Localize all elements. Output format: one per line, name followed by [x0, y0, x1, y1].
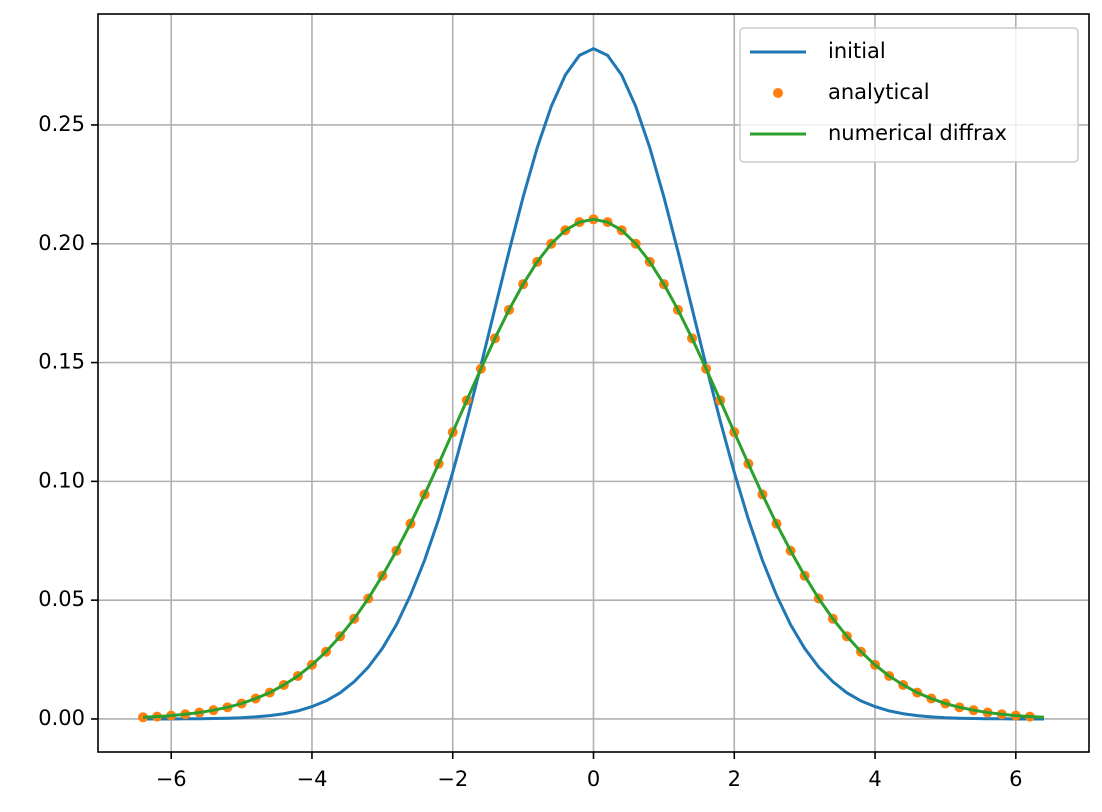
series-line — [142, 217, 1045, 719]
data-point — [138, 712, 149, 723]
y-tick-label: 0.05 — [38, 587, 85, 611]
legend-marker — [773, 88, 783, 98]
series-line — [143, 47, 1044, 721]
legend-label: initial — [828, 39, 886, 63]
legend-label: numerical diffrax — [828, 121, 1007, 145]
x-tick-label: 2 — [728, 767, 741, 791]
y-tick-label: 0.20 — [38, 231, 85, 255]
x-tick-label: −4 — [296, 767, 327, 791]
y-tick-label: 0.10 — [38, 468, 85, 492]
legend-label: analytical — [828, 80, 930, 104]
x-tick-label: −2 — [437, 767, 468, 791]
x-tick-label: −6 — [156, 767, 187, 791]
legend: initial analytical numerical diffrax — [739, 27, 1079, 163]
plot-frame — [97, 13, 1090, 753]
y-tick-label: 0.25 — [38, 112, 85, 136]
x-tick-label: 4 — [868, 767, 881, 791]
x-tick-label: 0 — [587, 767, 600, 791]
y-tick-label: 0.00 — [38, 706, 85, 730]
y-tick-label: 0.15 — [38, 350, 85, 374]
x-tick-label: 6 — [1009, 767, 1022, 791]
legend-box — [739, 27, 1079, 163]
